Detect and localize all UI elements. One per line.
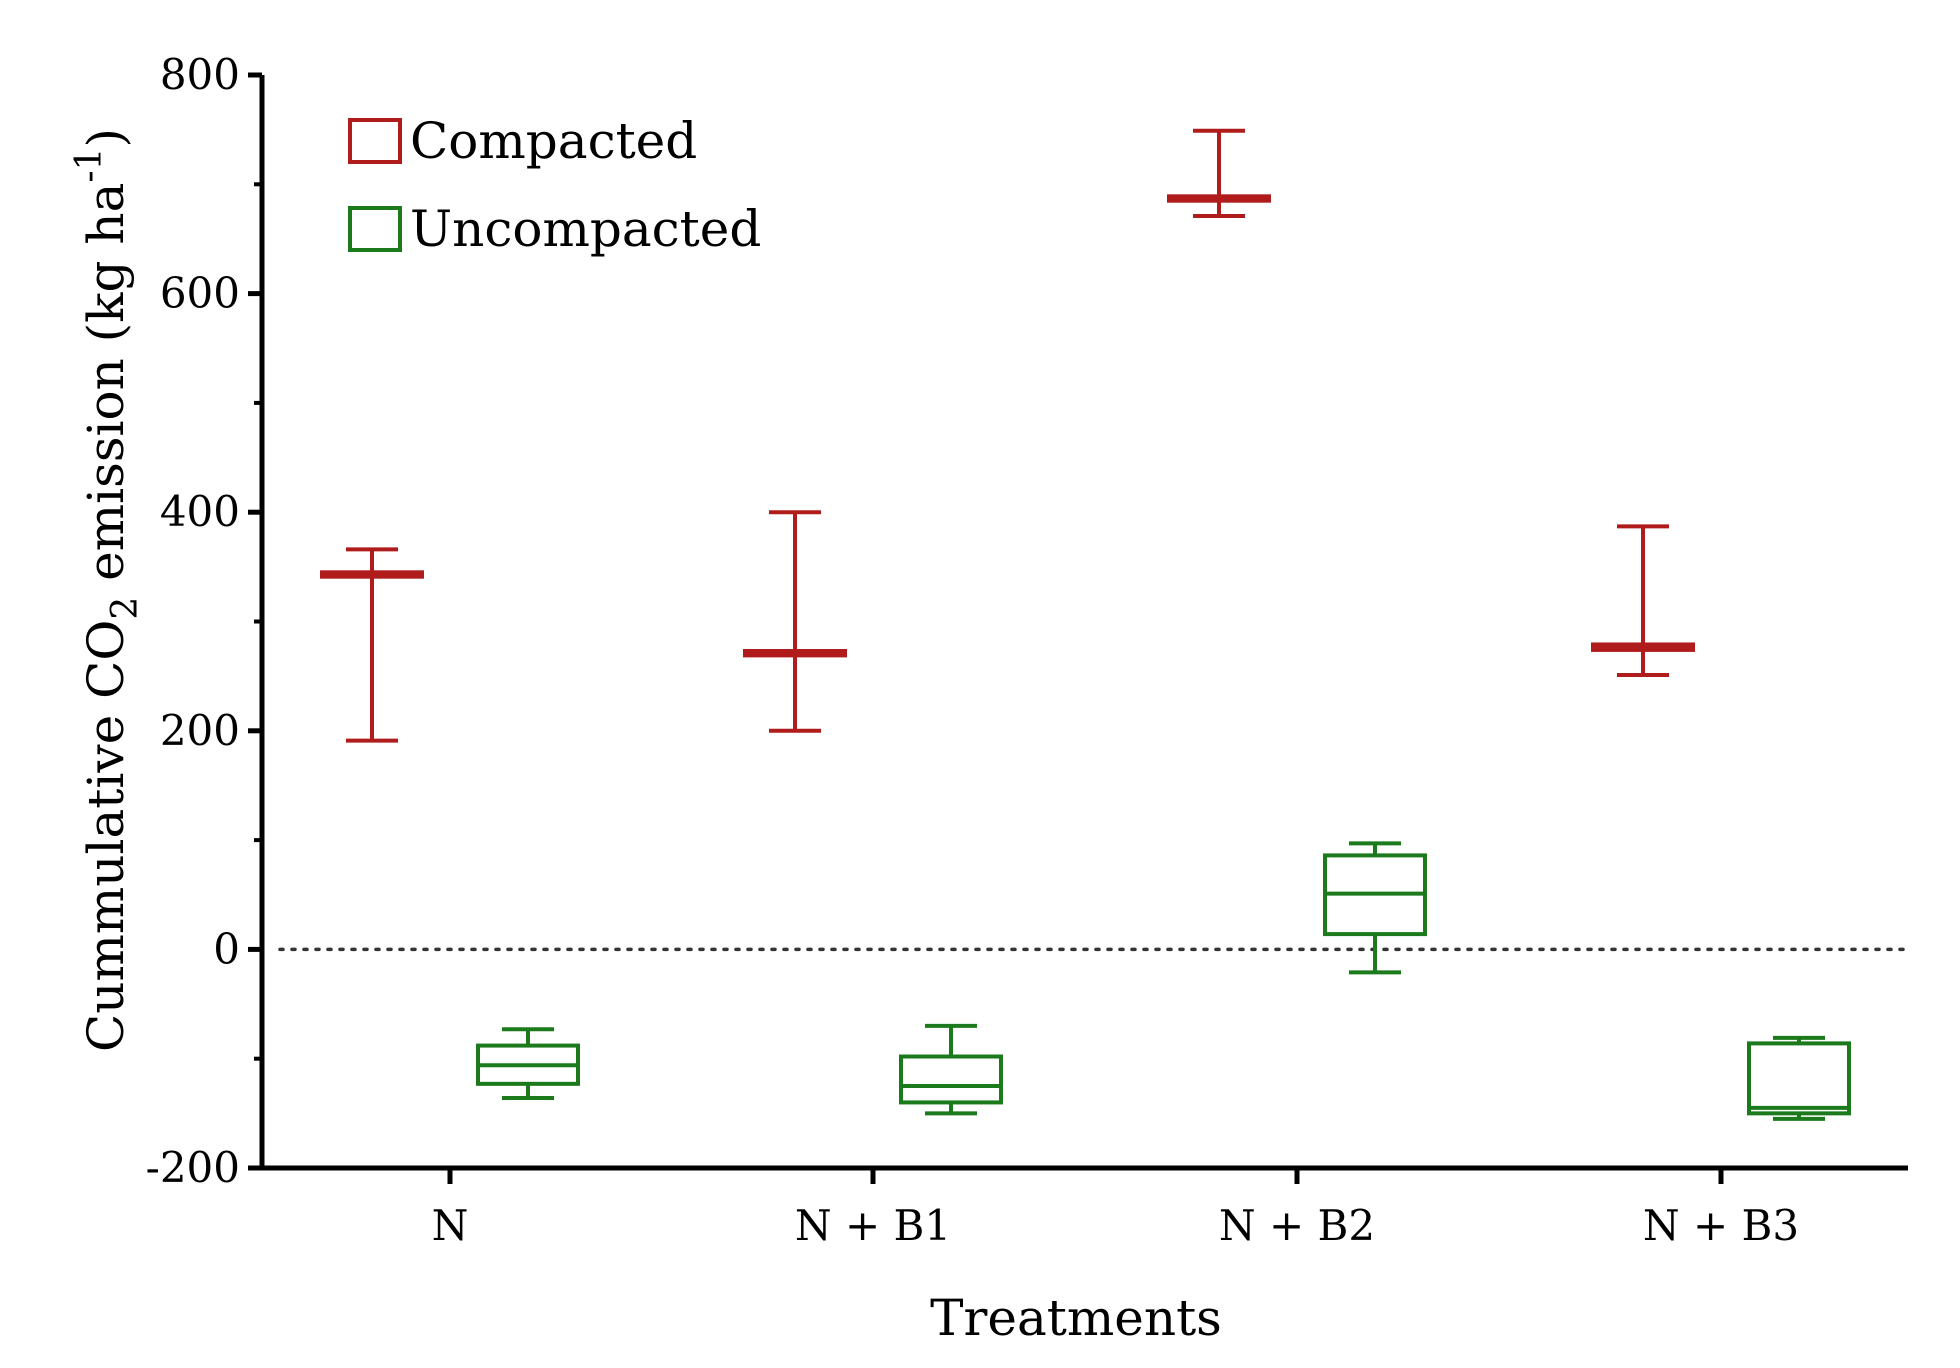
y-tick-label--200: -200 — [146, 1143, 240, 1192]
x-tick-label-4: N + B3 — [1643, 1201, 1799, 1250]
legend-swatch — [348, 118, 402, 164]
x-tick-label-1: N — [432, 1201, 469, 1250]
legend-swatch — [348, 206, 402, 252]
x-tick-label-2: N + B1 — [795, 1201, 951, 1250]
y-axis-title-middle: emission (kg ha — [77, 183, 135, 597]
legend-label: Uncompacted — [410, 200, 761, 258]
box-compacted-1 — [320, 547, 424, 743]
legend-item-uncompacted: Uncompacted — [348, 200, 761, 258]
box-uncompacted-4 — [1747, 1035, 1851, 1121]
legend: Compacted Uncompacted — [348, 112, 761, 258]
y-axis-title-superscript: -1 — [69, 148, 110, 183]
y-axis-title-prefix: Cummulative CO — [77, 620, 135, 1052]
y-tick-label-800: 800 — [160, 50, 240, 99]
box-compacted-2 — [743, 510, 847, 733]
box-compacted-4 — [1591, 524, 1695, 678]
axes: -200 0 200 400 600 800 N N + B1 N + B2 N + B3 — [146, 50, 1908, 1250]
y-tick-label-600: 600 — [160, 269, 240, 318]
y-axis-title-suffix: ) — [77, 128, 135, 148]
y-tick-label-0: 0 — [213, 924, 240, 973]
y-axis-title-subscript: 2 — [105, 597, 146, 620]
iqr-box-uncompacted-4 — [1747, 1041, 1851, 1116]
y-tick-label-400: 400 — [160, 487, 240, 536]
legend-item-compacted: Compacted — [348, 112, 697, 170]
box-compacted-3 — [1167, 128, 1271, 218]
box-uncompacted-3 — [1323, 841, 1427, 975]
x-axis-title: Treatments — [930, 1289, 1222, 1347]
y-tick-label-200: 200 — [160, 706, 240, 755]
legend-label: Compacted — [410, 112, 697, 170]
x-tick-label-3: N + B2 — [1219, 1201, 1375, 1250]
box-uncompacted-1 — [476, 1027, 580, 1101]
plot-marks — [320, 128, 1851, 1121]
iqr-box-uncompacted-2 — [899, 1054, 1003, 1105]
y-axis-title: Cummulative CO2 emission (kg ha-1) — [69, 128, 146, 1052]
box-uncompacted-2 — [899, 1023, 1003, 1116]
